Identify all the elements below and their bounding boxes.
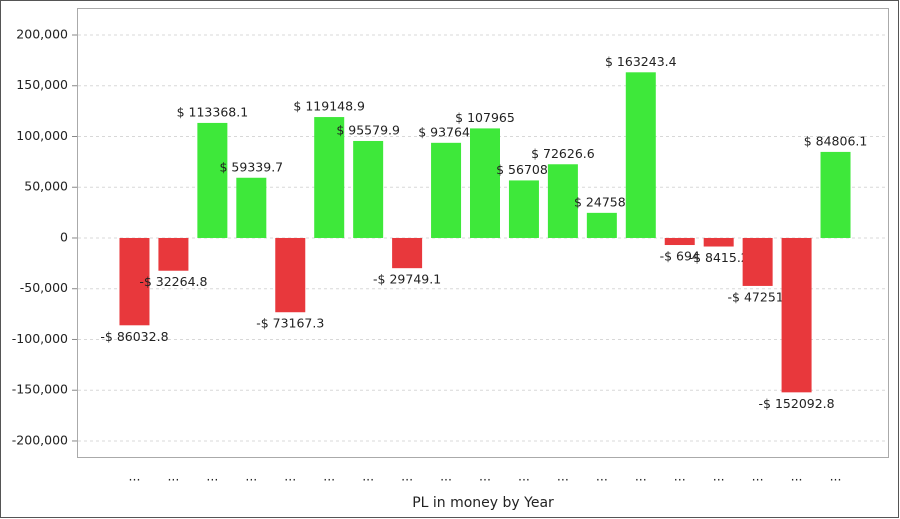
data-label: $ 107965 [455,110,515,125]
bar [119,237,150,326]
data-label: -$ 47251. [728,289,788,304]
x-tick-label: ... [206,469,218,484]
x-tick-label: ... [440,469,452,484]
x-tick-label: ... [362,469,374,484]
bar [431,142,462,238]
y-tick-label: 150,000 [16,77,68,92]
data-label: $ 119148.9 [293,99,365,114]
data-label: $ 113368.1 [177,104,249,119]
data-label: $ 163243.4 [605,54,677,69]
data-label: -$ 32264.8 [139,274,207,289]
data-label: $ 59339.7 [220,159,284,174]
y-tick-label: -150,000 [12,382,68,397]
y-tick-label: 0 [60,229,68,244]
bar [197,122,228,238]
bar [781,237,812,393]
x-tick-label: ... [596,469,608,484]
data-label: -$ 73167.3 [256,316,324,331]
data-label: $ 95579.9 [336,122,400,137]
x-tick-label: ... [557,469,569,484]
bar [586,212,617,238]
data-label: $ 24758. [574,194,630,209]
y-tick-label: 100,000 [16,128,68,143]
bar [470,128,500,238]
x-tick-label: ... [167,469,179,484]
data-label: -$ 152092.8 [759,396,835,411]
bar [392,237,423,269]
x-tick-label: ... [401,469,413,484]
x-tick-label: ... [284,469,296,484]
y-tick-label: -200,000 [12,432,68,447]
data-label: -$ 86032.8 [100,329,168,344]
data-label: $ 72626.6 [531,146,595,161]
data-label: -$ 8415.2 [689,250,749,265]
y-tick-label: 50,000 [24,179,68,194]
x-tick-label: ... [635,469,647,484]
x-tick-label: ... [674,469,686,484]
data-label: $ 56708. [496,162,552,177]
x-tick-label: ... [791,469,803,484]
x-tick-label: ... [518,469,530,484]
x-axis-label: PL in money by Year [412,495,554,511]
x-tick-label: ... [479,469,491,484]
bar [314,117,345,238]
bar [703,237,734,247]
bar [158,237,189,271]
y-tick-label: -100,000 [12,331,68,346]
bar [236,177,267,238]
y-tick-label: 200,000 [16,26,68,41]
x-tick-label: ... [245,469,257,484]
x-tick-label: ... [752,469,764,484]
data-label: -$ 29749.1 [373,272,441,287]
bar [547,164,578,238]
bar [625,72,656,238]
x-tick-label: ... [713,469,725,484]
data-label: $ 93764. [418,124,474,139]
data-label: -$ 694 [660,249,700,264]
bar [508,180,539,238]
x-tick-label: ... [830,469,842,484]
y-tick-label: -50,000 [20,280,68,295]
plot-area [77,8,889,458]
bar [820,151,851,238]
x-tick-label: ... [129,469,141,484]
bar [275,237,306,313]
data-label: $ 84806.1 [804,133,868,148]
bar [664,237,695,246]
bar [742,237,773,286]
x-tick-label: ... [323,469,335,484]
bar [353,140,384,238]
